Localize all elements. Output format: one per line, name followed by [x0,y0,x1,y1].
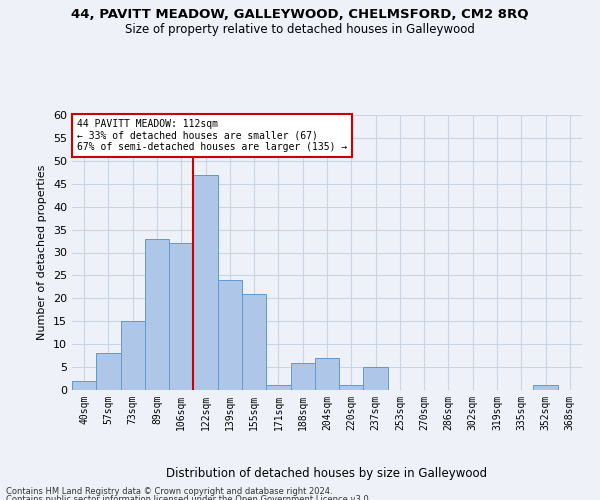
Bar [218,280,242,390]
Bar [290,362,315,390]
Text: Distribution of detached houses by size in Galleywood: Distribution of detached houses by size … [166,467,488,480]
Bar [72,381,96,390]
Bar [339,386,364,390]
Bar [242,294,266,390]
Bar [315,358,339,390]
Bar [193,174,218,390]
Bar [266,386,290,390]
Y-axis label: Number of detached properties: Number of detached properties [37,165,47,340]
Bar [533,386,558,390]
Bar [145,239,169,390]
Text: Contains public sector information licensed under the Open Government Licence v3: Contains public sector information licen… [6,495,371,500]
Bar [96,354,121,390]
Text: Size of property relative to detached houses in Galleywood: Size of property relative to detached ho… [125,22,475,36]
Text: 44, PAVITT MEADOW, GALLEYWOOD, CHELMSFORD, CM2 8RQ: 44, PAVITT MEADOW, GALLEYWOOD, CHELMSFOR… [71,8,529,20]
Text: Contains HM Land Registry data © Crown copyright and database right 2024.: Contains HM Land Registry data © Crown c… [6,488,332,496]
Bar [121,322,145,390]
Bar [169,244,193,390]
Bar [364,367,388,390]
Text: 44 PAVITT MEADOW: 112sqm
← 33% of detached houses are smaller (67)
67% of semi-d: 44 PAVITT MEADOW: 112sqm ← 33% of detach… [77,119,347,152]
